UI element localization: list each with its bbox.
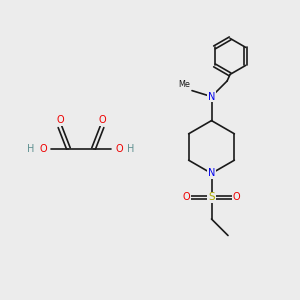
Text: S: S	[208, 192, 215, 203]
Text: O: O	[39, 143, 47, 154]
Text: O: O	[56, 115, 64, 125]
Text: H: H	[27, 143, 35, 154]
Text: N: N	[208, 168, 215, 178]
Text: O: O	[232, 192, 240, 203]
Text: O: O	[98, 115, 106, 125]
Text: O: O	[183, 192, 190, 203]
Text: O: O	[115, 143, 123, 154]
Text: Me: Me	[178, 80, 190, 89]
Text: N: N	[208, 92, 215, 102]
Text: H: H	[127, 143, 135, 154]
